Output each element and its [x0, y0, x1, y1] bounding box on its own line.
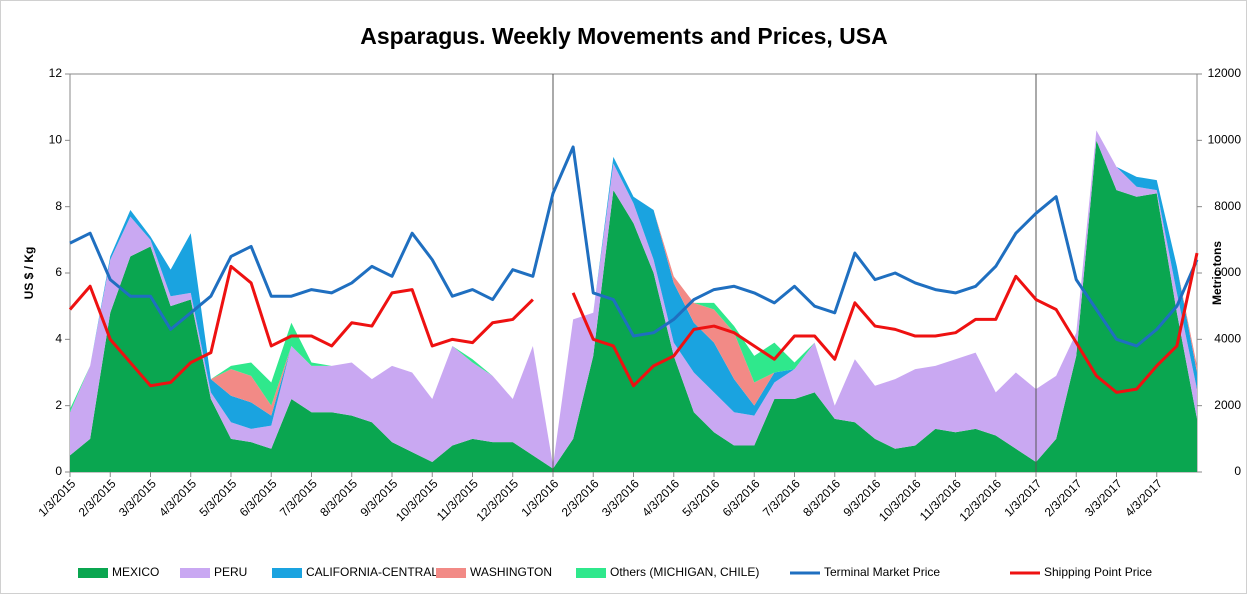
legend-swatch [78, 568, 108, 578]
legend-label: CALIFORNIA-CENTRAL [306, 565, 438, 579]
y2-tick-label: 8000 [1214, 199, 1241, 213]
y-axis-label: US $ / Kg [22, 247, 36, 300]
y-tick-label: 8 [55, 199, 62, 213]
legend-swatch [272, 568, 302, 578]
y-tick-label: 2 [55, 398, 62, 412]
line [68, 252, 1199, 394]
legend-label: Terminal Market Price [824, 565, 940, 579]
y-tick-label: 4 [55, 332, 62, 346]
line [69, 145, 1199, 348]
legend-label: Shipping Point Price [1044, 565, 1152, 579]
area [70, 140, 1197, 473]
y2-tick-label: 4000 [1214, 332, 1241, 346]
y-tick-label: 12 [49, 66, 63, 80]
legend-label: Others (MICHIGAN, CHILE) [610, 565, 759, 579]
area [70, 130, 1197, 469]
y2-tick-label: 12000 [1208, 66, 1242, 80]
area [70, 130, 1197, 466]
legend-swatch [436, 568, 466, 578]
y-tick-label: 10 [49, 133, 63, 147]
legend-label: WASHINGTON [470, 565, 552, 579]
y-tick-label: 0 [55, 464, 62, 478]
y2-tick-label: 6000 [1214, 265, 1241, 279]
y2-tick-label: 0 [1234, 464, 1241, 478]
y2-tick-label: 2000 [1214, 398, 1241, 412]
legend-label: PERU [214, 565, 247, 579]
legend-label: MEXICO [112, 565, 159, 579]
legend-swatch [180, 568, 210, 578]
chart-title: Asparagus. Weekly Movements and Prices, … [360, 23, 888, 49]
y2-axis-label: Metric tons [1210, 241, 1224, 305]
y2-tick-label: 10000 [1208, 133, 1242, 147]
legend-swatch [576, 568, 606, 578]
y-tick-label: 6 [55, 265, 62, 279]
